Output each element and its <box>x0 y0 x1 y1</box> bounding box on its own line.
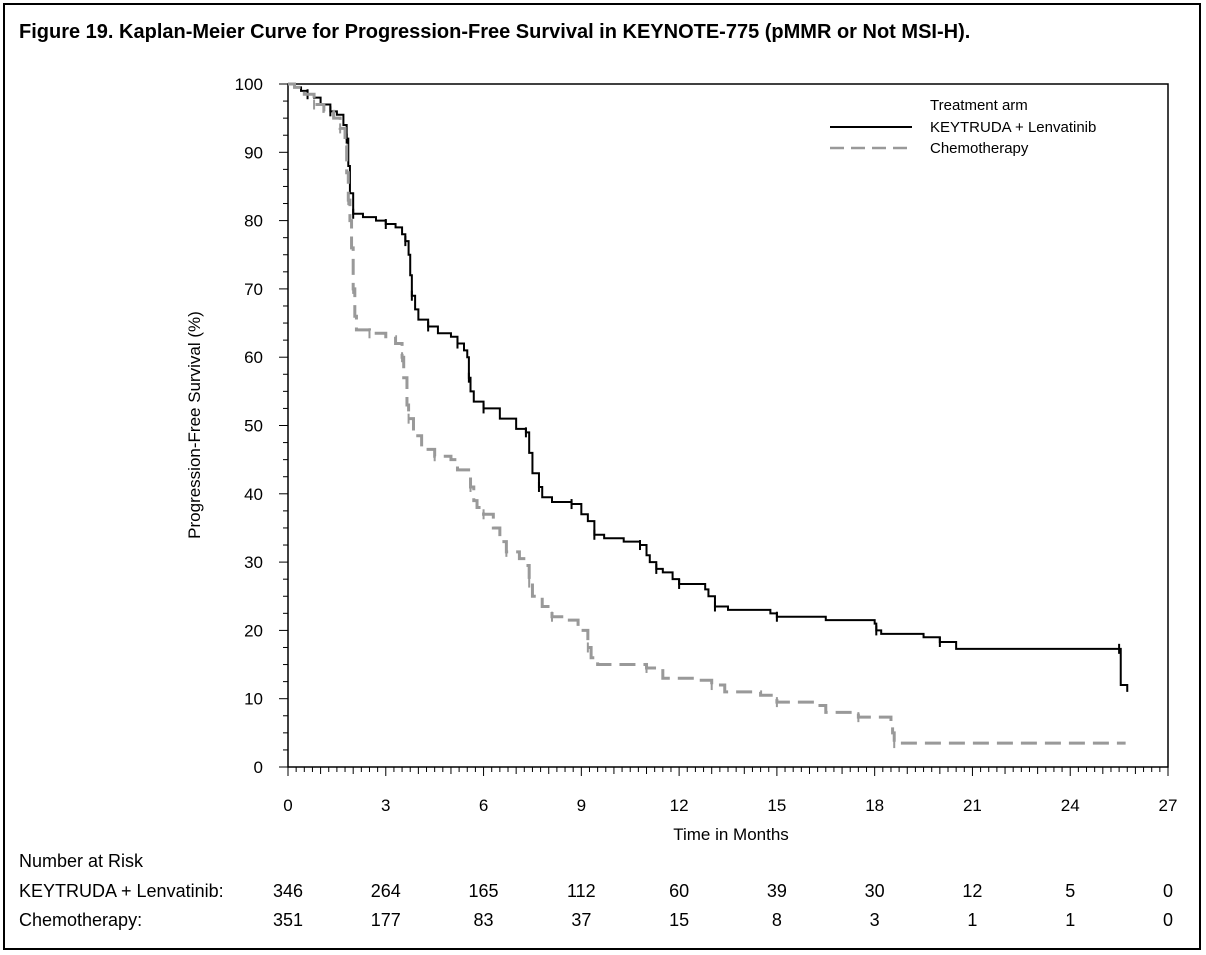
risk-cell: 177 <box>370 910 401 930</box>
risk-cell: 346 <box>272 881 304 901</box>
x-tick-label: 9 <box>577 796 586 815</box>
risk-cell: 15 <box>669 910 690 930</box>
y-tick-label: 100 <box>235 75 263 94</box>
x-tick-label: 21 <box>963 796 982 815</box>
risk-cell: 83 <box>473 910 494 930</box>
y-tick-label: 90 <box>244 143 263 162</box>
x-axis-label: Time in Months <box>673 825 789 844</box>
y-axis-label: Progression-Free Survival (%) <box>185 311 204 539</box>
legend-label-keytruda: KEYTRUDA + Lenvatinib <box>930 119 1096 136</box>
risk-cell: 60 <box>669 881 690 901</box>
plot-area-frame <box>287 83 1169 768</box>
y-tick-label: 10 <box>244 690 263 709</box>
x-tick-label: 3 <box>381 796 390 815</box>
series-line-keytruda <box>288 83 1129 692</box>
risk-cell: 351 <box>272 910 304 930</box>
risk-cell: 1 <box>1065 910 1076 930</box>
figure-title: Figure 19. Kaplan-Meier Curve for Progre… <box>19 21 971 43</box>
risk-cell: 37 <box>571 910 592 930</box>
risk-cell: 3 <box>869 910 880 930</box>
y-tick-label: 80 <box>244 212 263 231</box>
series-line-chemotherapy <box>288 82 1126 745</box>
x-tick-label: 0 <box>283 796 292 815</box>
y-tick-label: 30 <box>244 553 263 572</box>
risk-cell: 0 <box>1162 881 1173 901</box>
x-tick-label: 6 <box>479 796 488 815</box>
risk-cell: 0 <box>1162 910 1173 930</box>
y-tick-label: 50 <box>244 417 263 436</box>
legend-label-chemotherapy: Chemotherapy <box>930 140 1029 157</box>
x-tick-label: 18 <box>865 796 884 815</box>
risk-cell: 39 <box>766 881 787 901</box>
risk-cell: 165 <box>468 881 499 901</box>
y-tick-label: 20 <box>244 621 263 640</box>
risk-row-label-chemotherapy: Chemotherapy: <box>19 910 143 930</box>
risk-cell: 12 <box>962 881 983 901</box>
y-tick-label: 40 <box>244 485 263 504</box>
risk-row-label-keytruda: KEYTRUDA + Lenvatinib: <box>19 881 224 901</box>
y-tick-label: 0 <box>254 758 263 777</box>
y-tick-label: 60 <box>244 348 263 367</box>
risk-cell: 30 <box>864 881 885 901</box>
legend-title: Treatment arm <box>930 97 1028 114</box>
risk-table-heading: Number at Risk <box>19 851 144 871</box>
x-tick-label: 24 <box>1061 796 1080 815</box>
x-tick-label: 27 <box>1159 796 1178 815</box>
y-tick-label: 70 <box>244 280 263 299</box>
figure-frame <box>3 3 1201 950</box>
risk-cell: 112 <box>566 881 596 901</box>
risk-cell: 5 <box>1065 881 1076 901</box>
x-tick-label: 12 <box>670 796 689 815</box>
x-tick-label: 15 <box>767 796 786 815</box>
risk-cell: 1 <box>967 910 978 930</box>
risk-cell: 8 <box>771 910 782 930</box>
risk-cell: 264 <box>370 881 401 901</box>
